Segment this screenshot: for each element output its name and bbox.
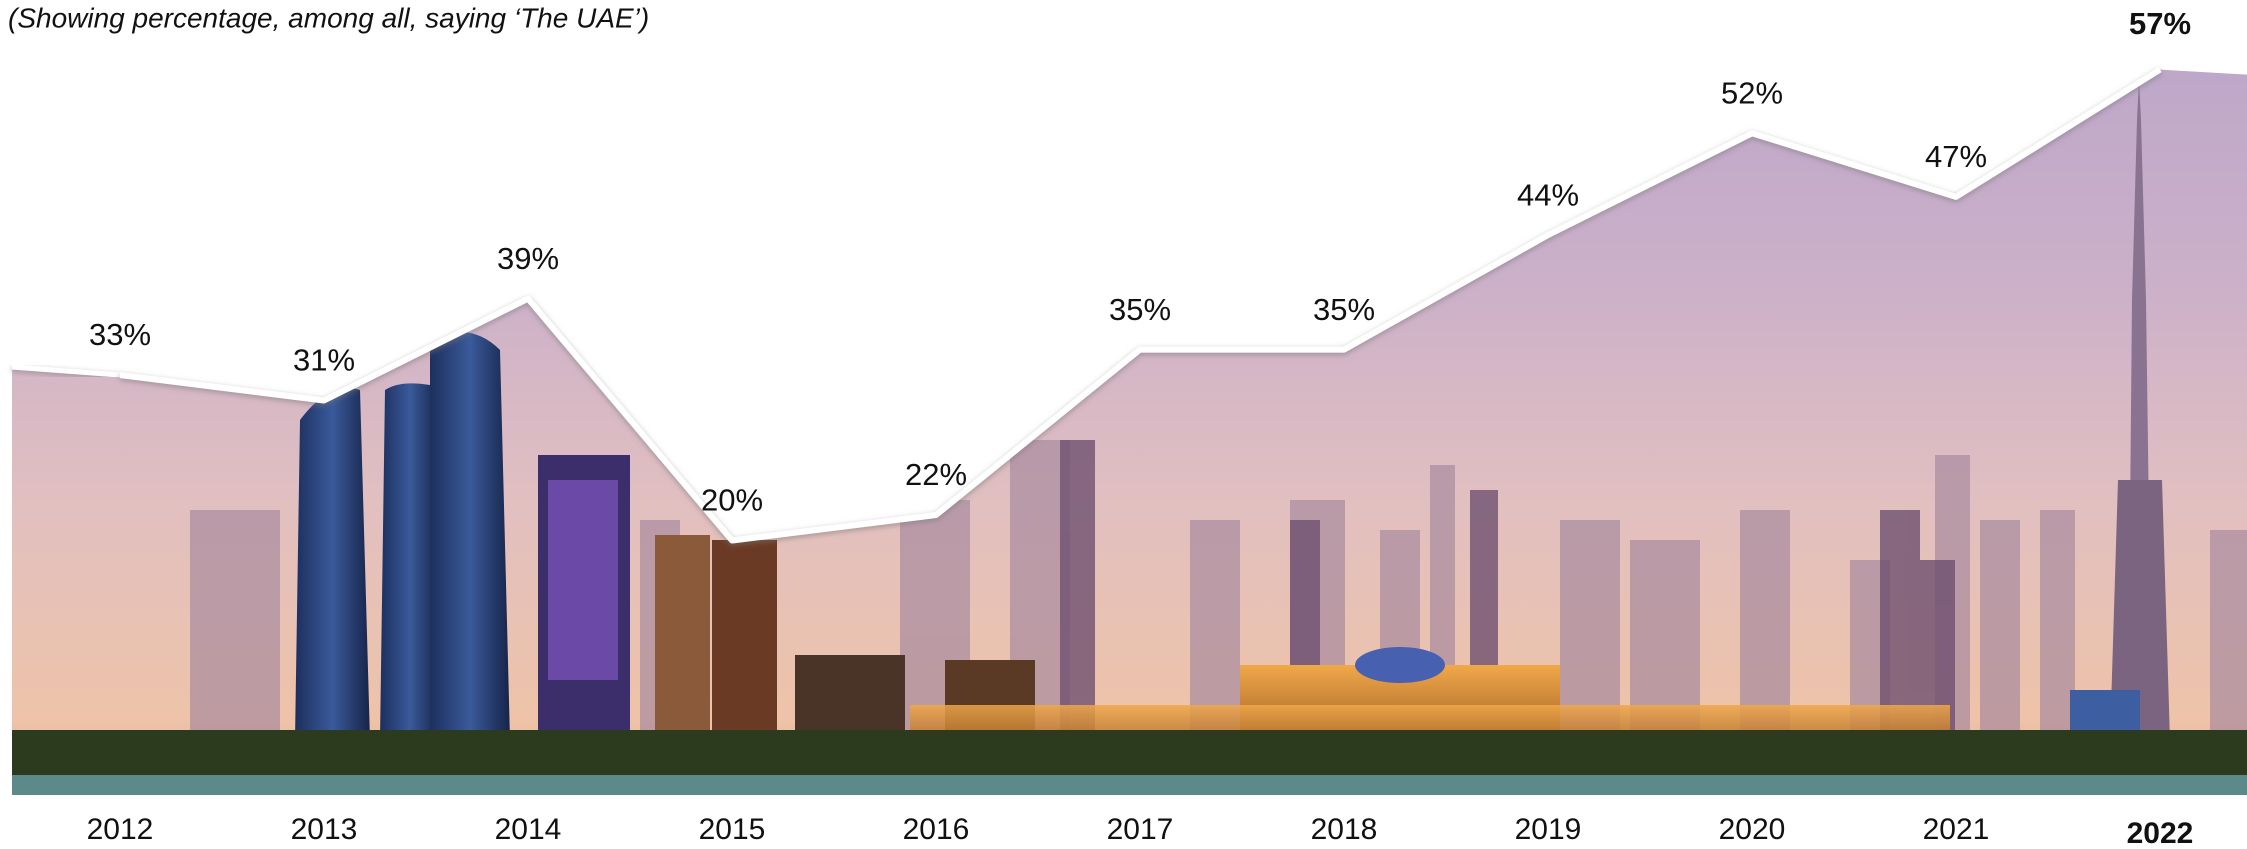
value-label: 35%: [1109, 292, 1171, 327]
value-label: 20%: [701, 483, 763, 518]
x-tick-label: 2017: [1107, 813, 1174, 846]
x-tick-label: 2018: [1311, 813, 1378, 846]
line: [119, 67, 2162, 544]
x-tick-label: 2021: [1923, 813, 1990, 846]
x-tick-label: 2014: [495, 813, 562, 846]
value-label: 31%: [293, 343, 355, 378]
value-label: 39%: [497, 241, 559, 276]
x-tick-label: 2019: [1515, 813, 1582, 846]
chart-subtitle: (Showing percentage, among all, saying ‘…: [8, 2, 649, 33]
line-lead: [11, 364, 121, 378]
value-label: 22%: [905, 457, 967, 492]
x-tick-label: 2022: [2127, 817, 2194, 849]
value-label: 44%: [1517, 177, 1579, 212]
x-tick-label: 2012: [87, 813, 154, 846]
x-tick-label: 2013: [291, 813, 358, 846]
x-tick-label: 2020: [1719, 813, 1786, 846]
value-label: 52%: [1721, 75, 1783, 110]
value-label: 47%: [1925, 139, 1987, 174]
value-label: 57%: [2129, 6, 2191, 41]
value-label: 33%: [89, 317, 151, 352]
x-tick-label: 2015: [699, 813, 766, 846]
x-tick-label: 2016: [903, 813, 970, 846]
value-label: 35%: [1313, 292, 1375, 327]
plot-area: 33% 31% 39% 20% 22% 35% 35% 44% 52% 47% 57% 2012 201…: [11, 6, 2194, 849]
